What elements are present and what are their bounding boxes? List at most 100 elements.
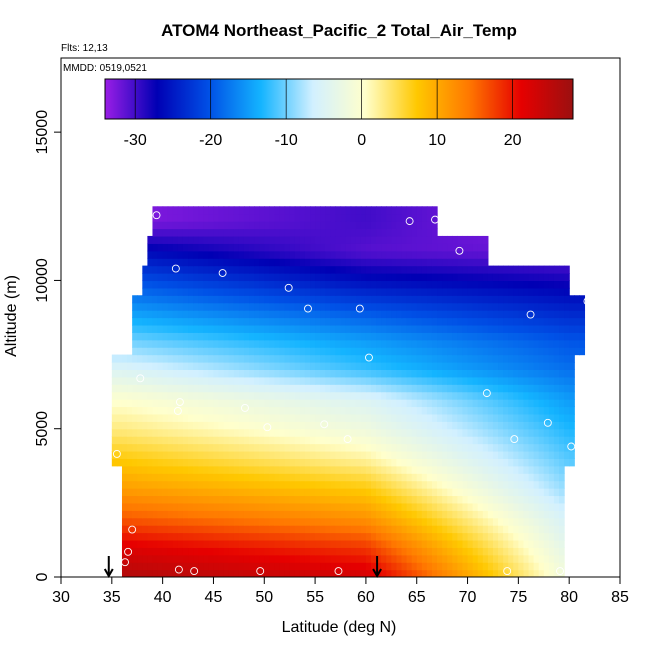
heatmap-cell [421,221,428,230]
heatmap-cell [513,473,519,482]
heatmap-cell [203,310,209,319]
heatmap-cell [543,495,550,504]
heatmap-cell [431,221,438,230]
heatmap-cell [437,361,443,370]
heatmap-cell [452,562,458,571]
heatmap-cell [437,406,443,415]
heatmap-cell [365,265,372,274]
heatmap-cell [386,235,392,244]
heatmap-cell [132,406,138,415]
heatmap-cell [518,502,525,511]
heatmap-cell [426,406,433,415]
heatmap-cell [299,221,306,230]
heatmap-cell [132,517,138,526]
heatmap-cell [391,399,397,408]
heatmap-cell [457,480,464,489]
flight-point [526,310,535,319]
heatmap-cell [355,347,362,356]
heatmap-cell [299,495,306,504]
heatmap-cell [304,525,311,534]
heatmap-cell [142,332,148,341]
flight-point [334,567,343,576]
heatmap-cell [142,265,148,274]
heatmap-cell [503,332,509,341]
heatmap-cell [553,554,560,563]
heatmap-cell [188,450,194,459]
heatmap-cell [284,213,291,222]
heatmap-cell [543,547,550,556]
heatmap-cell [111,428,118,437]
heatmap-cell [452,532,458,541]
heatmap-cell [543,502,550,511]
heatmap-cell [198,324,204,333]
heatmap-cell [127,428,133,437]
heatmap-cell [162,273,169,282]
heatmap-cell [498,525,504,534]
heatmap-cell [533,384,540,393]
heatmap-cell [503,443,509,452]
heatmap-cell [238,517,245,526]
heatmap-cell [304,258,311,267]
heatmap-cell [365,235,372,244]
heatmap-cell [193,273,199,282]
x-axis-label: Latitude (deg N) [282,619,397,636]
heatmap-cell [233,421,240,430]
heatmap-cell [477,391,484,400]
heatmap-cell [538,332,545,341]
heatmap-cell [548,324,555,333]
heatmap-cell [513,273,519,282]
heatmap-cell [335,569,342,577]
heatmap-cell [157,399,164,408]
heatmap-cell [177,413,184,422]
heatmap-cell [457,310,464,319]
heatmap-cell [523,495,530,504]
heatmap-cell [370,428,377,437]
heatmap-cell [538,317,545,326]
heatmap-cell [548,525,555,534]
heatmap-cell [355,228,362,237]
heatmap-cell [426,569,433,577]
heatmap-cell [198,465,204,474]
heatmap-cell [396,399,403,408]
heatmap-cell [447,399,453,408]
x-tick-label: 45 [205,589,223,606]
heatmap-cell [142,562,148,571]
heatmap-cell [182,354,189,363]
heatmap-cell [340,310,347,319]
heatmap-cell [355,250,362,259]
heatmap-cell [533,376,540,385]
heatmap-cell [340,221,347,230]
heatmap-cell [569,376,575,385]
heatmap-cell [559,317,565,326]
heatmap-cell [330,488,337,497]
heatmap-cell [498,495,504,504]
heatmap-cell [121,480,128,489]
heatmap-cell [269,243,276,252]
heatmap-cell [370,265,377,274]
heatmap-cell [208,413,215,422]
heatmap-cell [325,287,331,296]
heatmap-cell [477,317,484,326]
heatmap-cell [310,554,316,563]
heatmap-cell [228,428,235,437]
heatmap-cell [401,436,408,445]
heatmap-cell [492,280,499,289]
heatmap-cell [152,391,159,400]
heatmap-cell [457,539,464,548]
heatmap-cell [360,569,367,577]
heatmap-cell [330,495,337,504]
heatmap-cell [528,406,535,415]
heatmap-cell [482,391,489,400]
heatmap-cell [574,339,580,348]
heatmap-cell [508,547,514,556]
heatmap-cell [223,324,230,333]
heatmap-cell [467,443,474,452]
heatmap-cell [533,465,540,474]
heatmap-cell [279,265,286,274]
flight-points [112,211,592,576]
heatmap-cell [472,235,479,244]
heatmap-cell [167,273,174,282]
heatmap-cell [452,391,458,400]
heatmap-cell [335,525,342,534]
heatmap-cell [462,250,469,259]
